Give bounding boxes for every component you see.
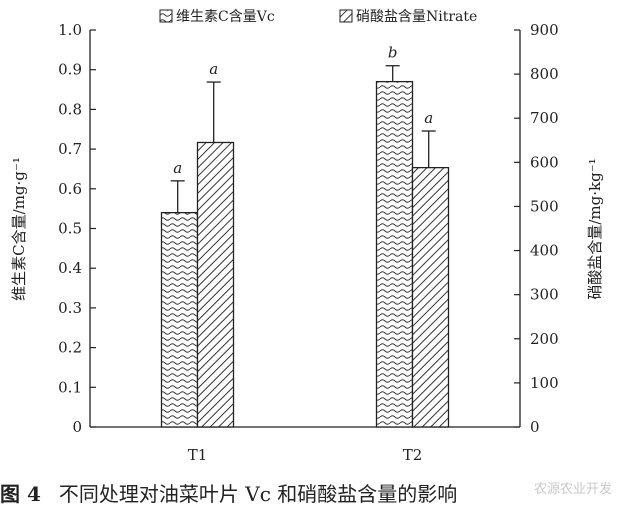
left-tick-label: 0.2 bbox=[58, 339, 82, 357]
chart: 维生素C含量Vc 硝酸盐含量Nitrate 0 0.1 0.2 0.3 0.4 0.5 0.… bbox=[10, 9, 604, 464]
right-axis-title: 硝酸盐含量/mg·kg⁻¹ bbox=[586, 158, 604, 299]
legend-label-vc: 维生素C含量Vc bbox=[176, 9, 275, 25]
left-axis-ticks: 0 0.1 0.2 0.3 0.4 0.5 0.6 0.7 0.8 0.9 1.0 bbox=[58, 21, 96, 436]
left-tick-label: 0.6 bbox=[58, 180, 82, 198]
right-tick-label: 0 bbox=[530, 418, 540, 436]
left-tick-label: 0.7 bbox=[58, 140, 82, 158]
bars: a a b a bbox=[160, 44, 450, 428]
left-tick-label: 1.0 bbox=[58, 21, 82, 39]
left-tick-label: 0.9 bbox=[58, 61, 82, 79]
left-tick-label: 0.3 bbox=[58, 299, 82, 317]
legend: 维生素C含量Vc 硝酸盐含量Nitrate bbox=[159, 9, 477, 25]
right-tick-label: 600 bbox=[530, 153, 559, 171]
category-label: T2 bbox=[403, 446, 423, 464]
left-axis-title: 维生素C含量/mg·g⁻¹ bbox=[10, 157, 28, 301]
right-tick-label: 500 bbox=[530, 197, 559, 215]
significance-letter: a bbox=[424, 109, 433, 127]
figure-number: 图 4 bbox=[0, 482, 41, 506]
left-tick-label: 0.8 bbox=[58, 100, 82, 118]
left-tick-label: 0.4 bbox=[58, 259, 82, 277]
right-axis-ticks: 0 100 200 300 400 500 600 700 800 900 bbox=[514, 21, 559, 436]
category-labels: T1 T2 bbox=[188, 446, 423, 464]
right-tick-label: 800 bbox=[530, 65, 559, 83]
figure-caption-text: 不同处理对油菜叶片 Vc 和硝酸盐含量的影响 bbox=[58, 482, 458, 506]
left-tick-label: 0.5 bbox=[58, 220, 82, 238]
significance-letter: a bbox=[209, 60, 218, 78]
legend-label-nitrate: 硝酸盐含量Nitrate bbox=[356, 9, 477, 25]
legend-swatch-vc bbox=[159, 9, 173, 23]
category-label: T1 bbox=[188, 446, 208, 464]
watermark: 农源农业开发 bbox=[533, 482, 612, 497]
left-tick-label: 0 bbox=[72, 418, 82, 436]
bar bbox=[196, 141, 235, 428]
right-tick-label: 400 bbox=[530, 242, 559, 260]
right-tick-label: 300 bbox=[530, 286, 559, 304]
significance-letter: b bbox=[388, 44, 398, 62]
bar bbox=[411, 166, 450, 428]
significance-letter: a bbox=[173, 159, 182, 177]
right-tick-label: 200 bbox=[530, 330, 559, 348]
bar bbox=[375, 80, 414, 428]
right-tick-label: 900 bbox=[530, 21, 559, 39]
right-tick-label: 100 bbox=[530, 374, 559, 392]
bar bbox=[160, 211, 199, 428]
right-tick-label: 700 bbox=[530, 109, 559, 127]
left-tick-label: 0.1 bbox=[58, 378, 82, 396]
legend-swatch-nitrate bbox=[339, 9, 353, 23]
figure-caption: 图 4 不同处理对油菜叶片 Vc 和硝酸盐含量的影响 bbox=[0, 476, 620, 512]
